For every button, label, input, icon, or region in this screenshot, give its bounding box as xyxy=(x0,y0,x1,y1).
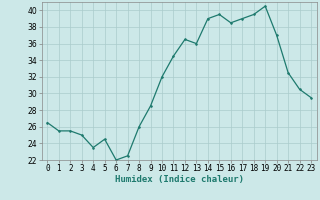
X-axis label: Humidex (Indice chaleur): Humidex (Indice chaleur) xyxy=(115,175,244,184)
